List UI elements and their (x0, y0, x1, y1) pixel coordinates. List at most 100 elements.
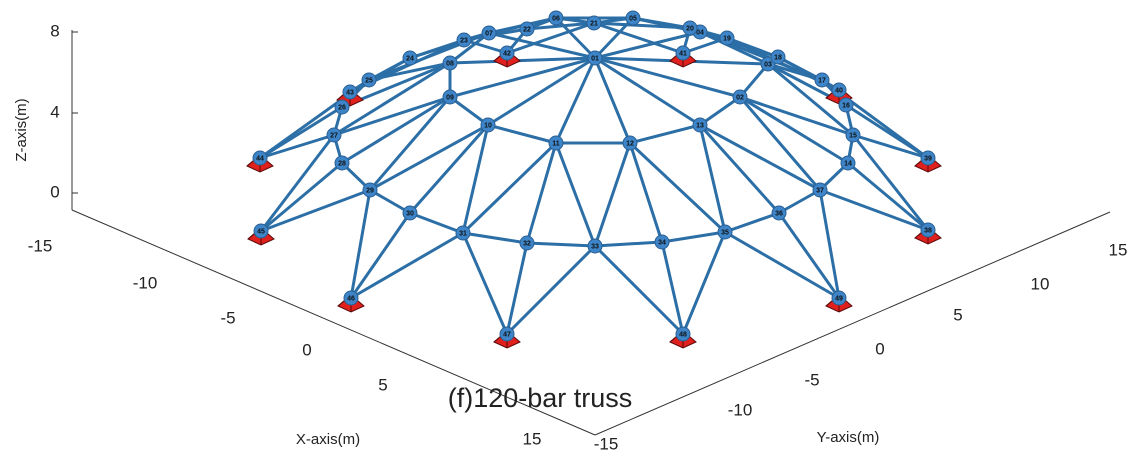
member (628, 141, 664, 244)
joint (499, 45, 515, 61)
joint (831, 82, 847, 98)
member (258, 105, 344, 160)
joint-label: 48 (679, 331, 687, 338)
z-tick-label: 0 (50, 182, 59, 201)
member (777, 211, 841, 300)
joint (692, 117, 708, 133)
y-axis-line (594, 211, 1111, 436)
joint-label: 04 (696, 29, 704, 36)
member (698, 123, 781, 215)
member (554, 141, 597, 248)
member (592, 21, 685, 55)
member (486, 56, 597, 127)
joint (920, 222, 936, 238)
joint (838, 97, 854, 113)
joint (253, 223, 269, 239)
joints: 01 02 03 04 05 06 07 08 09 10 11 12 13 14 15 16 17 18 19 20… (252, 10, 936, 342)
member (461, 141, 558, 235)
joint (586, 15, 602, 31)
member (367, 61, 452, 82)
member (461, 123, 490, 235)
x-tick-label: 15 (523, 429, 542, 448)
joint (675, 326, 691, 342)
x-axis-label: X-axis(m) (296, 431, 360, 448)
member (818, 188, 930, 232)
joint-label: 47 (503, 331, 511, 338)
member (349, 211, 412, 300)
joint-label: 25 (365, 77, 373, 84)
x-tick-label: -15 (28, 236, 53, 255)
joint (334, 155, 350, 171)
member (368, 188, 412, 215)
joint-label: 12 (626, 140, 634, 147)
member (367, 56, 412, 82)
joint-label: 26 (338, 104, 346, 111)
member (349, 231, 465, 300)
member (766, 62, 855, 137)
joint-label: 27 (330, 132, 338, 139)
joint (622, 135, 638, 151)
joint-label: 07 (485, 30, 493, 37)
joint-label: 45 (257, 228, 265, 235)
member (846, 161, 930, 232)
joint (481, 25, 497, 41)
joint (480, 117, 496, 133)
member (408, 38, 466, 60)
joint (719, 30, 735, 46)
joint (548, 135, 564, 151)
member (258, 133, 336, 160)
member (738, 95, 850, 165)
joint-label: 34 (658, 239, 666, 246)
member (660, 230, 727, 244)
joint (455, 225, 471, 241)
joint (343, 290, 359, 306)
member (593, 30, 702, 60)
joint-label: 24 (406, 55, 414, 62)
member (525, 241, 597, 248)
member (592, 21, 692, 30)
joint (717, 224, 733, 240)
joint-label: 46 (347, 295, 355, 302)
joint-label: 06 (552, 15, 560, 22)
joint (840, 155, 856, 171)
joint (402, 50, 418, 66)
joint (499, 326, 515, 342)
member (593, 56, 702, 127)
joint-label: 37 (816, 187, 824, 194)
joint-label: 35 (721, 229, 729, 236)
axes-box (71, 30, 1111, 436)
joint (675, 45, 691, 61)
member (628, 141, 727, 234)
x-tick-label: 5 (378, 375, 387, 394)
joint-label: 08 (446, 60, 454, 67)
member (738, 95, 822, 192)
member (554, 56, 597, 145)
member (776, 55, 824, 82)
joint (361, 72, 377, 88)
joint-label: 42 (503, 50, 511, 57)
joint-label: 01 (591, 55, 599, 62)
member (593, 240, 664, 248)
member (681, 230, 727, 336)
member (593, 56, 742, 99)
joint (442, 55, 458, 71)
joint-label: 19 (723, 35, 731, 42)
joint (625, 10, 641, 26)
member (349, 188, 372, 300)
member (725, 36, 780, 59)
x-axis-line (71, 209, 596, 436)
member (505, 244, 597, 336)
member (486, 123, 558, 145)
joint-label: 38 (924, 227, 932, 234)
joint-label: 14 (844, 160, 852, 167)
member (723, 230, 841, 300)
member (738, 95, 855, 137)
joint-label: 49 (835, 295, 843, 302)
joint-label: 33 (591, 243, 599, 250)
joint-label: 31 (459, 230, 467, 237)
z-tick-label: 8 (50, 21, 59, 40)
z-axis-label: Z-axis(m) (13, 98, 30, 161)
member (723, 211, 781, 234)
joint (814, 72, 830, 88)
joint-label: 10 (484, 122, 492, 129)
